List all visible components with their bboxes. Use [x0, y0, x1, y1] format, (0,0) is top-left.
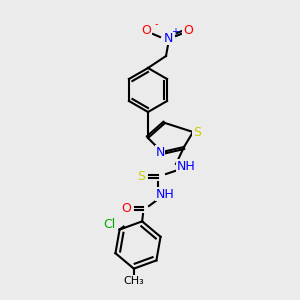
- Text: N: N: [163, 32, 173, 44]
- Text: +: +: [171, 27, 179, 37]
- Text: O: O: [121, 202, 131, 214]
- Text: O: O: [141, 23, 151, 37]
- Text: CH₃: CH₃: [124, 276, 144, 286]
- Text: O: O: [183, 23, 193, 37]
- Text: NH: NH: [177, 160, 195, 172]
- Text: NH: NH: [156, 188, 174, 200]
- Text: N: N: [155, 146, 165, 158]
- Text: S: S: [137, 169, 145, 182]
- Text: -: -: [154, 19, 158, 29]
- Text: Cl: Cl: [103, 218, 116, 231]
- Text: S: S: [193, 125, 201, 139]
